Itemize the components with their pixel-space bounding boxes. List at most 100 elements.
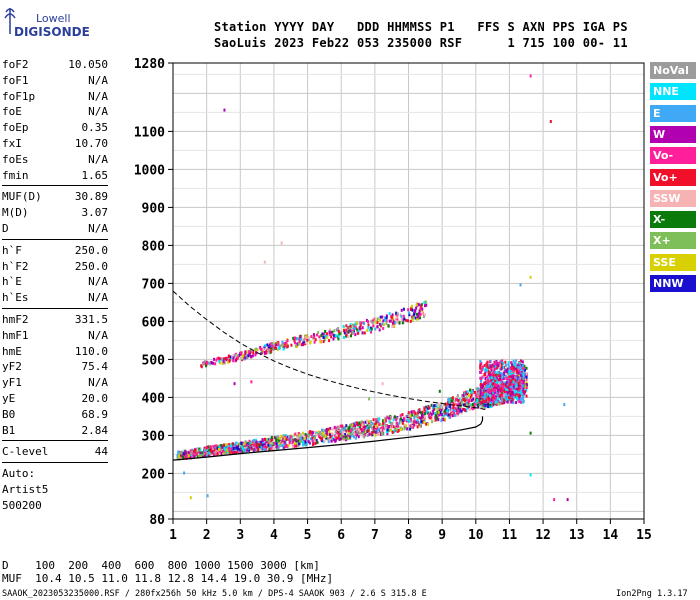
o-trace-point	[344, 433, 347, 437]
cusp-point	[480, 385, 483, 389]
second-hop-point	[272, 347, 275, 351]
o-trace-point	[311, 442, 314, 446]
second-hop-point	[408, 313, 411, 317]
o-trace-point	[375, 418, 378, 422]
footer-version: Ion2Png 1.3.17	[616, 589, 688, 599]
second-hop-point	[424, 300, 427, 304]
o-trace-point	[288, 438, 291, 442]
o-trace-point	[428, 416, 431, 420]
o-trace-point	[459, 408, 462, 412]
second-hop-point	[359, 323, 362, 327]
x-trace-point	[515, 391, 518, 395]
second-hop-point	[389, 319, 392, 323]
param-hmf2: hmF2 331.5	[2, 313, 108, 327]
param-value: 0.35	[81, 121, 109, 135]
o-trace-point	[404, 426, 407, 430]
isolated-echo	[438, 389, 441, 393]
second-hop-point	[370, 319, 373, 323]
cusp-point	[490, 380, 493, 384]
cusp-point	[500, 367, 503, 371]
o-trace-point	[204, 454, 207, 458]
o-trace-point	[230, 446, 233, 450]
cusp-point	[512, 385, 515, 389]
cusp-point	[517, 386, 520, 390]
cusp-point	[499, 395, 502, 399]
cusp-point	[508, 388, 511, 392]
cusp-point	[509, 366, 512, 370]
o-trace-point	[300, 433, 303, 437]
second-hop-point	[342, 324, 345, 328]
cusp-point	[516, 396, 519, 400]
o-trace-point	[271, 444, 274, 448]
cusp-point	[493, 394, 496, 398]
second-hop-point	[323, 338, 326, 342]
second-hop-point	[372, 319, 375, 323]
second-hop-point	[349, 329, 352, 333]
second-hop-point	[270, 346, 273, 350]
param-fof2: foF2 10.050	[2, 58, 108, 72]
cusp-point	[519, 385, 522, 389]
o-trace-point	[281, 439, 284, 443]
y-tick-label: 600	[142, 315, 166, 330]
second-hop-point	[292, 336, 295, 340]
cusp-point	[512, 376, 515, 380]
o-trace-point	[412, 425, 415, 429]
isolated-echo	[206, 494, 209, 498]
o-trace-point	[318, 434, 321, 438]
o-trace-point	[491, 384, 494, 388]
y-tick-label: 900	[142, 201, 166, 216]
o-trace-point	[398, 421, 401, 425]
x-trace-point	[481, 405, 484, 409]
o-trace-point	[454, 406, 457, 410]
cusp-point	[489, 382, 492, 386]
cusp-point	[501, 385, 504, 389]
isolated-echo	[250, 380, 253, 384]
second-hop-point	[357, 331, 360, 335]
cusp-point	[507, 370, 510, 374]
second-hop-point	[396, 317, 399, 321]
second-hop-point	[232, 356, 235, 360]
second-hop-point	[255, 351, 258, 355]
cusp-point	[483, 368, 486, 372]
o-trace-point	[410, 414, 413, 418]
o-trace-point	[457, 406, 460, 410]
o-trace-point	[199, 449, 202, 453]
param-value: 110.0	[74, 344, 108, 358]
o-trace-point	[294, 442, 297, 446]
second-hop-point	[262, 347, 265, 351]
o-trace-point	[337, 426, 340, 430]
cusp-point	[486, 360, 489, 364]
o-trace-point	[452, 407, 455, 411]
isolated-echo	[529, 74, 532, 78]
cusp-point	[495, 381, 498, 385]
second-hop-point	[283, 345, 286, 349]
cusp-point	[518, 396, 521, 400]
param-key: foF1p	[2, 89, 36, 103]
o-trace-point	[454, 409, 457, 413]
o-trace-point	[189, 454, 192, 458]
param-value: 20.0	[81, 392, 109, 405]
cusp-point	[515, 400, 518, 404]
second-hop-point	[391, 316, 394, 320]
o-trace-point	[403, 424, 406, 428]
second-hop-point	[412, 316, 415, 320]
o-trace-point	[347, 429, 350, 433]
o-trace-point	[401, 413, 404, 417]
o-trace-point	[375, 420, 378, 424]
cusp-point	[522, 398, 525, 402]
o-trace-point	[310, 430, 313, 434]
o-trace-point	[269, 446, 272, 450]
o-trace-point	[457, 398, 460, 402]
o-trace-point	[395, 428, 398, 432]
second-hop-point	[302, 343, 305, 347]
o-trace-point	[475, 387, 478, 391]
o-trace-point	[464, 402, 467, 406]
param-value: N/A	[88, 275, 108, 289]
o-trace-point	[467, 400, 470, 404]
second-hop-point	[379, 324, 382, 328]
cusp-point	[522, 374, 525, 378]
o-trace-point	[442, 415, 445, 419]
cusp-point	[521, 387, 524, 391]
second-hop-point	[351, 323, 354, 327]
o-trace-point	[322, 434, 325, 438]
